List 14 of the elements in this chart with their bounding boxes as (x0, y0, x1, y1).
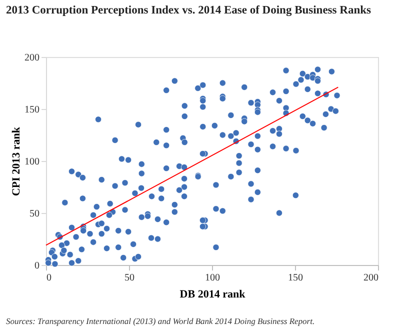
x-tick-label: 150 (288, 272, 303, 284)
y-tick-label: 150 (24, 104, 40, 116)
y-tick-label: 0 (34, 260, 40, 272)
y-tick-label: 100 (24, 156, 40, 168)
x-tick-label: 100 (205, 272, 220, 284)
y-tick-label: 200 (24, 52, 40, 64)
x-tick-label: 0 (46, 272, 52, 284)
y-axis-title: CPI 2013 rank (10, 126, 22, 196)
source-note: Sources: Transparency International (2013) and World Bank 2014 Doing Business Report. (6, 316, 315, 326)
x-axis-title: DB 2014 rank (180, 288, 246, 300)
y-tick-label: 50 (30, 208, 40, 220)
chart-title: 2013 Corruption Perceptions Index vs. 2014 Ease of Doing Business Ranks (6, 4, 372, 16)
x-tick-label: 200 (364, 272, 378, 284)
x-tick-label: 50 (124, 272, 134, 284)
